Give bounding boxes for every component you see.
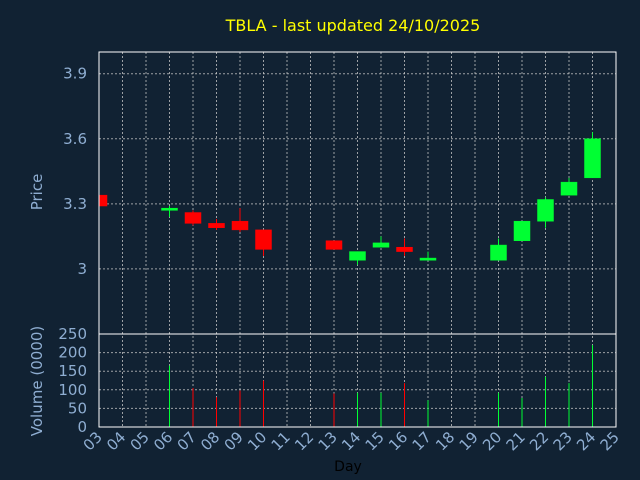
volume-tick-label: 150 — [58, 362, 87, 380]
candle-up — [419, 257, 437, 261]
x-tick-label: 17 — [409, 428, 435, 454]
candle-down — [98, 194, 108, 207]
candle-down — [396, 246, 413, 252]
volume-tick-label: 100 — [58, 381, 87, 399]
tick-layer: 0 3 04050607080910111213141516171819202122… — [58, 65, 622, 455]
x-tick-label: 15 — [362, 428, 388, 454]
x-tick-label: 06 — [150, 428, 176, 454]
x-tick-label: 18 — [432, 428, 458, 454]
price-tick-label: 3 — [77, 260, 87, 278]
x-tick-label: 19 — [456, 428, 482, 454]
x-tick-label: 21 — [503, 428, 529, 454]
volume-layer — [169, 345, 593, 427]
x-tick-label: 10 — [244, 428, 270, 454]
candle-down — [325, 240, 343, 250]
x-tick-label: 24 — [573, 428, 599, 454]
candle-up — [372, 242, 390, 248]
price-axis-label: Price — [28, 174, 46, 211]
x-tick-label: 11 — [268, 428, 294, 454]
candle-down — [231, 220, 249, 231]
candle-up — [560, 181, 578, 196]
candle-up — [490, 244, 507, 261]
x-tick-label: 08 — [197, 428, 223, 454]
x-tick-label: 05 — [127, 428, 153, 454]
x-tick-label: 23 — [550, 428, 576, 454]
volume-tick-label: 50 — [68, 399, 87, 417]
x-tick-label: 20 — [479, 428, 505, 454]
grid-layer — [98, 52, 617, 428]
price-tick-label: 3.3 — [63, 195, 87, 213]
volume-tick-label: 250 — [58, 325, 87, 343]
candle-up — [161, 207, 178, 211]
candle-down — [184, 212, 202, 224]
x-tick-label: 25 — [597, 428, 623, 454]
volume-tick-label: 200 — [58, 344, 87, 362]
x-tick-label: 09 — [221, 428, 247, 454]
candle-down — [208, 223, 225, 228]
candle-up — [513, 220, 531, 241]
candle-up — [349, 251, 366, 261]
candle-down — [255, 229, 272, 250]
price-tick-label: 3.6 — [63, 130, 87, 148]
x-tick-label: 14 — [338, 428, 364, 454]
x-tick-label: 16 — [385, 428, 411, 454]
chart-title: TBLA - last updated 24/10/2025 — [225, 16, 481, 35]
x-tick-label: 12 — [291, 428, 317, 454]
candle-layer — [98, 132, 601, 265]
price-tick-label: 3.9 — [63, 65, 87, 83]
x-tick-label: 13 — [315, 428, 341, 454]
x-tick-label: 04 — [103, 428, 129, 454]
volume-panel-frame — [98, 333, 617, 428]
x-tick-label: 22 — [526, 428, 552, 454]
volume-axis-label: Volume (0000) — [28, 326, 46, 436]
candle-up — [537, 199, 554, 222]
candle-up — [584, 138, 601, 179]
x-tick-label: 07 — [174, 428, 200, 454]
x-axis-label: Day — [334, 459, 362, 475]
volume-tick-label: 0 — [77, 418, 87, 436]
